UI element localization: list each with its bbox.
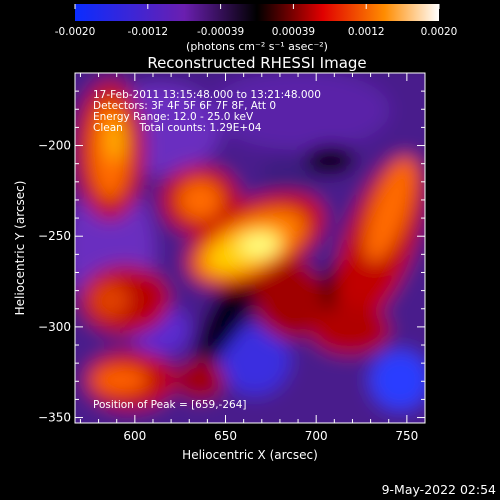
chart-title: Reconstructed RHESSI Image: [147, 54, 366, 72]
colorbar-tick-label: -0.0012: [128, 26, 169, 38]
annotation-peak-position: Position of Peak = [659,-264]: [93, 399, 247, 411]
x-tick-label: 650: [214, 429, 237, 443]
colorbar-tick-label: -0.00039: [197, 26, 244, 38]
colorbar-tick-label: 0.0020: [421, 26, 458, 38]
x-tick-label: 600: [123, 429, 146, 443]
annotation-energy-range: Energy Range: 12.0 - 25.0 keV: [93, 111, 254, 123]
y-tick-label: −200: [38, 139, 71, 153]
y-tick-label: −350: [38, 411, 71, 425]
axis-ticks: 600 650 700 750 −200 −250 −300 −350: [38, 72, 426, 443]
heatmap-image: [75, 73, 425, 423]
footer-timestamp: 9-May-2022 02:54: [382, 482, 496, 497]
x-tick-label: 750: [395, 429, 418, 443]
colorbar-tick-label: 0.0012: [348, 26, 385, 38]
plot-area: 600 650 700 750 −200 −250 −300 −350: [38, 72, 426, 443]
y-tick-label: −250: [38, 229, 71, 243]
annotation-method: Clean Total counts: 1.29E+04: [93, 122, 262, 134]
y-tick-label: −300: [38, 320, 71, 334]
colorbar-ticks: -0.0020 -0.0012 -0.00039 0.00039 0.0012 0.002…: [55, 4, 458, 38]
plot-frame: [74, 72, 426, 424]
x-tick-label: 700: [305, 429, 328, 443]
colorbar-gradient: [75, 4, 439, 21]
annotations: 17-Feb-2011 13:15:48.000 to 13:21:48.000…: [93, 89, 321, 411]
colorbar: -0.0020 -0.0012 -0.00039 0.00039 0.0012 0.002…: [55, 4, 458, 53]
colorbar-tick-label: 0.00039: [272, 26, 315, 38]
colorbar-tick-label: -0.0020: [55, 26, 96, 38]
annotation-detectors: Detectors: 3F 4F 5F 6F 7F 8F, Att 0: [93, 100, 276, 112]
x-axis-label: Heliocentric X (arcsec): [182, 448, 318, 462]
annotation-time-range: 17-Feb-2011 13:15:48.000 to 13:21:48.000: [93, 89, 321, 101]
colorbar-unit-label: (photons cm⁻² s⁻¹ asec⁻²): [186, 40, 328, 53]
y-axis-label: Heliocentric Y (arcsec): [13, 181, 27, 316]
